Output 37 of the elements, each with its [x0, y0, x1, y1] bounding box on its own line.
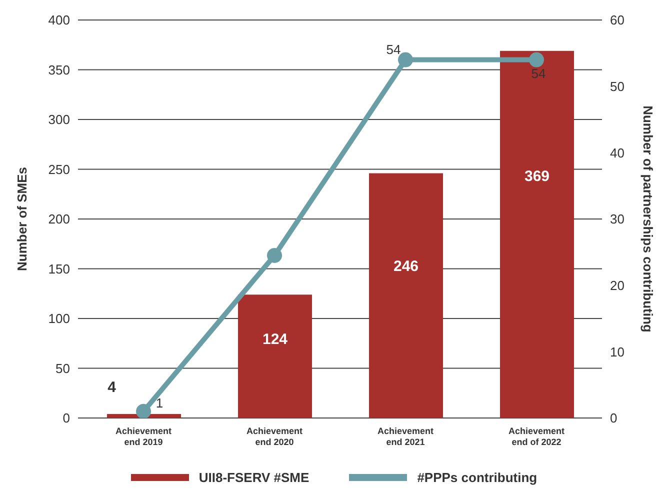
x-tick-label: Achievement end of 2022 [508, 426, 565, 447]
y2-tick-label: 20 [610, 278, 624, 293]
y-tick-label: 50 [56, 360, 70, 376]
data-label: 54 [531, 66, 546, 81]
y2-axis-title: Number of partnerships contributing [640, 106, 656, 332]
y-tick-label: 100 [48, 311, 70, 326]
x-tick-label: Achievement end 2020 [246, 426, 303, 447]
legend-label: #PPPs contributing [416, 470, 538, 485]
point [529, 52, 544, 68]
y2-tick-label: 40 [610, 145, 624, 160]
y-tick-label: 250 [48, 162, 70, 177]
point [136, 404, 151, 418]
data-label: 1 [156, 395, 164, 410]
data-label: 4 [108, 379, 117, 396]
x-tick-label: Achievement end 2019 [115, 426, 172, 447]
data-label: 246 [393, 258, 419, 276]
y-tick-label: 150 [48, 261, 70, 276]
bar [500, 50, 574, 418]
legend-label: UII8-FSERV #SME [198, 470, 310, 485]
bar [369, 173, 443, 418]
y-tick-label: 300 [48, 112, 70, 128]
y2-tick-label: 10 [610, 344, 624, 360]
y-tick-label: 350 [48, 62, 70, 78]
y-tick-label: 200 [48, 212, 70, 227]
y2-tick-label: 0 [610, 410, 618, 426]
x-tick-label: Achievement end 2021 [377, 426, 434, 447]
y2-tick-label: 60 [610, 12, 624, 28]
y-axis-title: Number of SMEs [14, 166, 30, 272]
y-tick-label: 400 [48, 12, 70, 28]
y2-tick-label: 50 [610, 78, 624, 94]
point [267, 248, 282, 263]
data-label: 369 [524, 168, 550, 185]
bar [238, 294, 312, 418]
y2-tick-label: 30 [610, 212, 624, 227]
y-tick-label: 0 [62, 410, 70, 426]
data-label: 54 [386, 42, 401, 57]
data-label: 124 [262, 330, 288, 348]
